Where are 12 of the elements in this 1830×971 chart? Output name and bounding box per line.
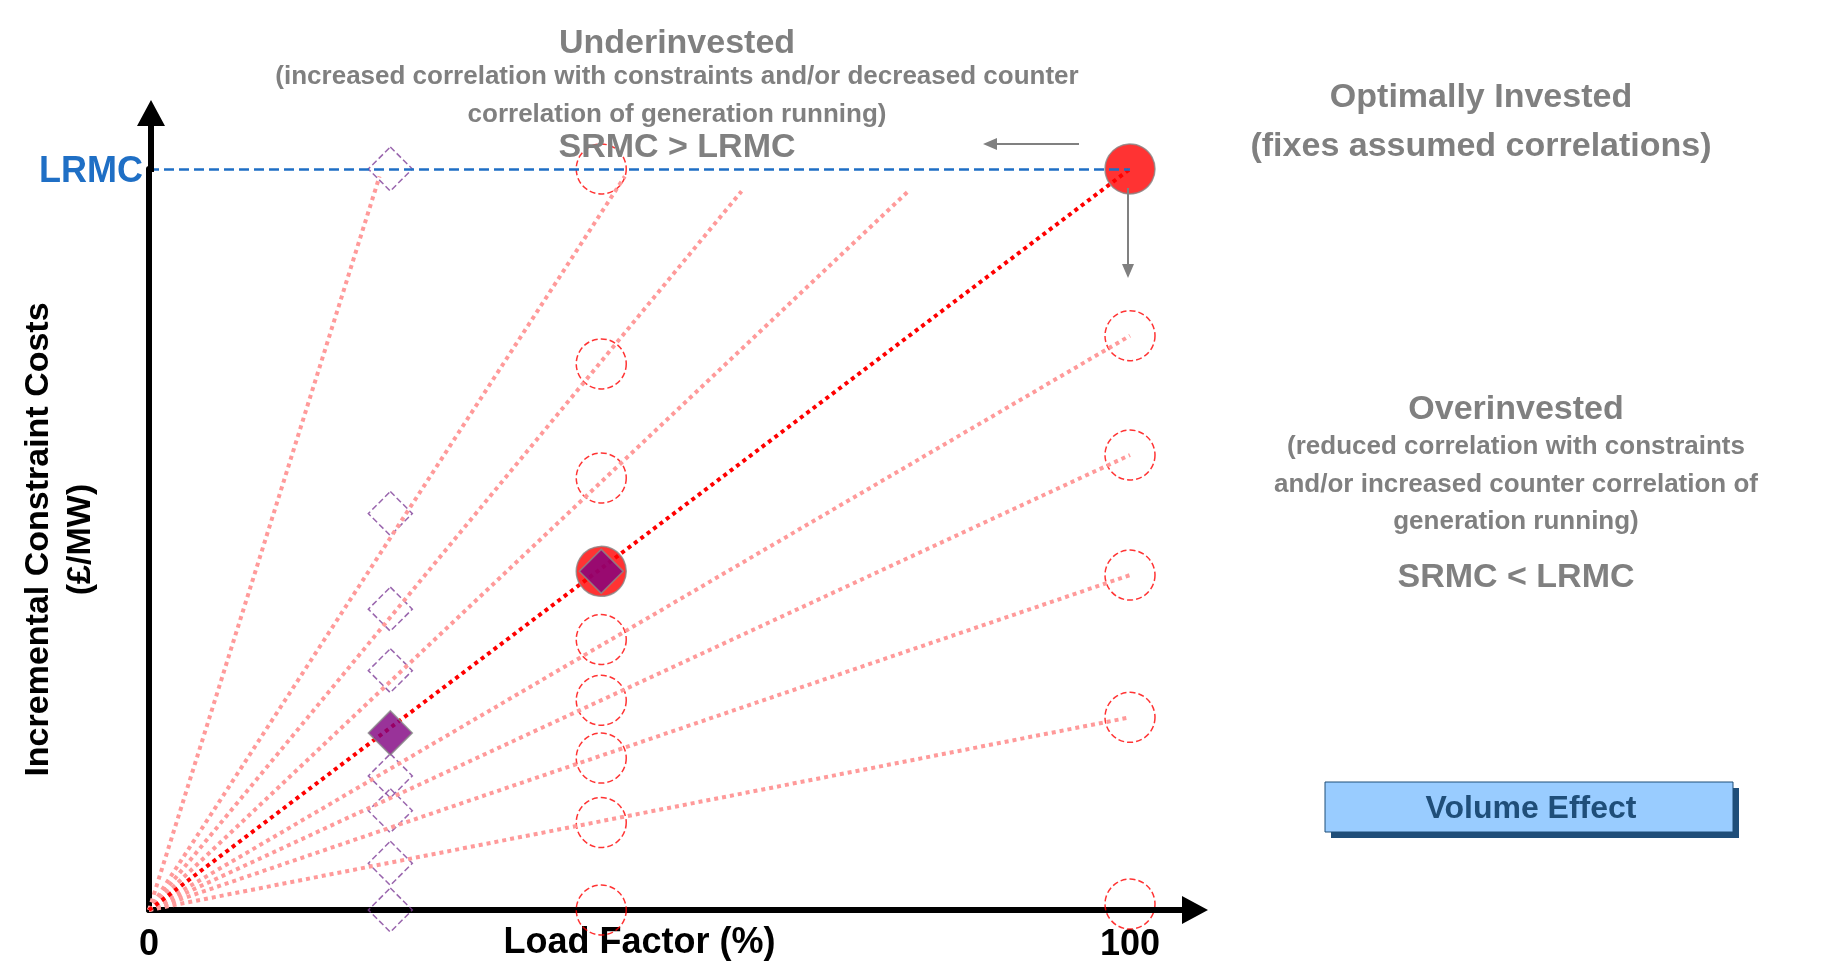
text: Overinvested	[1408, 387, 1624, 426]
ref-line-label: LRMC	[39, 148, 143, 190]
text: (reduced correlation with constraints and/or increased counter correlation of generation running)	[1274, 429, 1759, 536]
x-tick-label: 0	[138, 921, 160, 963]
x-axis-title: Load Factor (%)	[503, 919, 776, 961]
text: Optimally Invested (fixes assumed correlations)	[1250, 75, 1712, 163]
text: Volume Effect	[1425, 789, 1637, 825]
text: (increased correlation with constraints and/or decreased counter correlation of generation running)	[275, 59, 1079, 128]
text: Underinvested	[558, 21, 796, 60]
text: SRMC < LRMC	[1397, 555, 1635, 594]
y-axis-title: Incremental Constraint Costs (£/MW)	[17, 302, 97, 777]
x-tick-label: 100	[1099, 921, 1161, 963]
